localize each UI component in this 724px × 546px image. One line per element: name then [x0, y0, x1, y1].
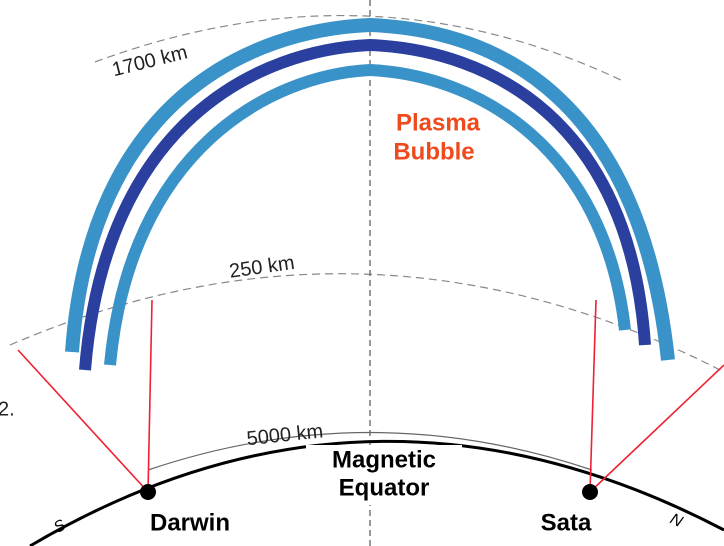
bubble-label: Bubble — [393, 138, 474, 165]
label-backdrop — [306, 445, 462, 505]
arc-5000km — [147, 431, 593, 471]
equator-label: Magnetic — [332, 446, 436, 473]
direction-label: N — [667, 511, 685, 531]
bubble-label: Plasma — [396, 109, 481, 136]
station-label: Darwin — [150, 509, 230, 536]
arc-1700km — [94, 14, 626, 83]
sight-line — [147, 299, 153, 493]
station-dot — [582, 484, 598, 500]
station-dot — [140, 484, 156, 500]
sight-line — [589, 364, 724, 493]
altitude-label: 250 km — [228, 252, 296, 283]
altitude-label: 1700 km — [110, 41, 190, 81]
station-label: Sata — [541, 509, 592, 536]
bubble-inner — [104, 63, 631, 366]
margin-text: 2. — [0, 398, 15, 420]
earth-surface — [29, 439, 724, 546]
sight-line — [17, 349, 149, 493]
bubble-outer — [65, 17, 675, 361]
equator-label: Equator — [339, 474, 430, 501]
bubble-core — [79, 38, 651, 371]
sight-line — [589, 299, 597, 493]
